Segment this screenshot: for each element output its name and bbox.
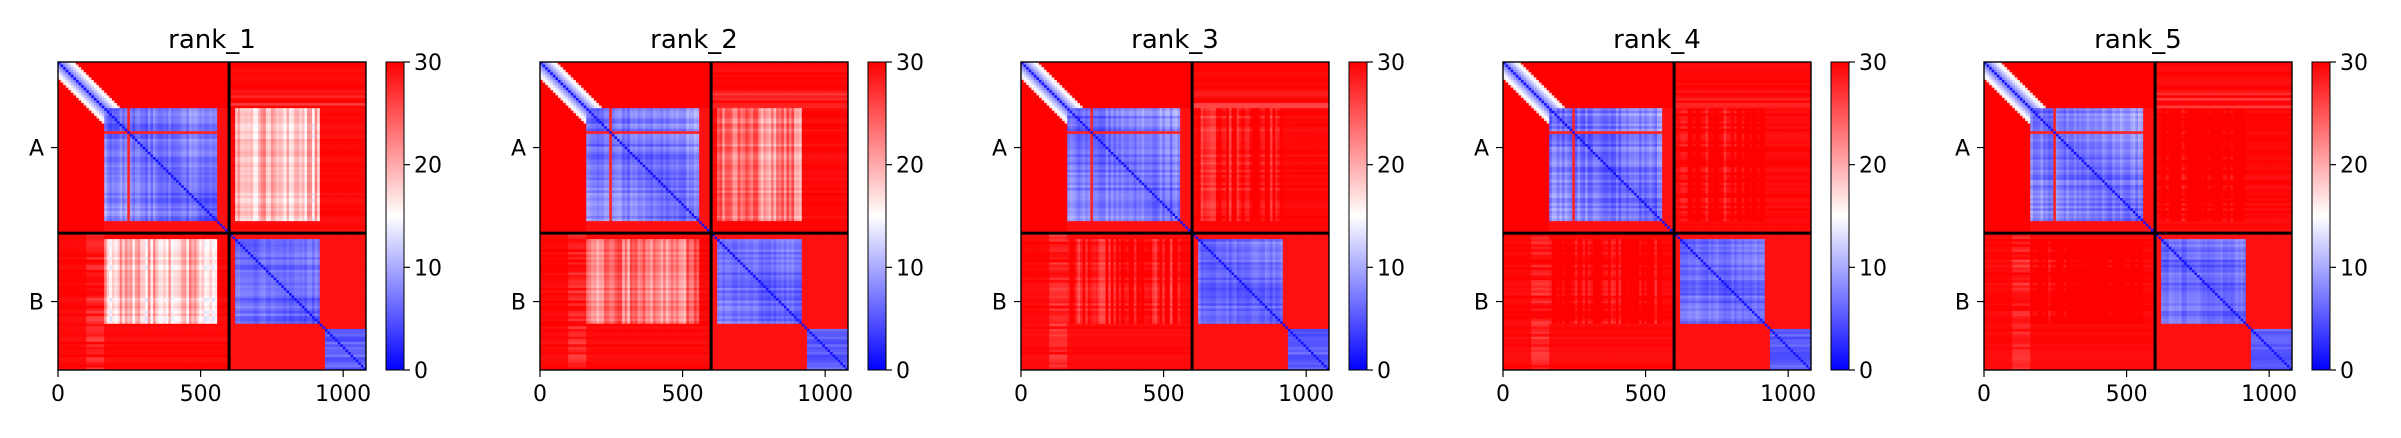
chain-label-A: A xyxy=(29,137,44,162)
panel-rank_3: rank_3 0 500 1000 A B 0 10 20 30 xyxy=(992,25,1405,407)
panel-title: rank_5 xyxy=(2094,25,2182,55)
x-tick-label: 1000 xyxy=(797,382,853,407)
heatmap-cells xyxy=(540,62,848,370)
colorbar-tick-label: 30 xyxy=(1377,51,1405,76)
colorbar-tick-label: 0 xyxy=(2340,359,2354,384)
x-tick-label: 500 xyxy=(180,382,222,407)
colorbar-tick-label: 20 xyxy=(1377,154,1405,179)
x-tick-label: 1000 xyxy=(2241,382,2297,407)
chain-label-A: A xyxy=(992,137,1007,162)
chain-label-B: B xyxy=(29,291,44,316)
heatmap-cells xyxy=(1503,62,1811,370)
x-tick-label: 500 xyxy=(1143,382,1185,407)
colorbar-tick-label: 0 xyxy=(1859,359,1873,384)
x-tick-label: 500 xyxy=(1625,382,1667,407)
x-tick-label: 1000 xyxy=(1760,382,1816,407)
x-tick-label: 500 xyxy=(2106,382,2148,407)
chain-label-A: A xyxy=(1955,137,1970,162)
panel-title: rank_2 xyxy=(650,25,738,55)
x-tick-label: 1000 xyxy=(315,382,371,407)
colorbar-tick-label: 30 xyxy=(896,51,924,76)
colorbar xyxy=(2312,62,2330,370)
colorbar xyxy=(868,62,886,370)
panel-rank_4: rank_4 0 500 1000 A B 0 10 20 30 xyxy=(1474,25,1887,407)
colorbar-tick-label: 20 xyxy=(414,154,442,179)
heatmap-cells xyxy=(1021,62,1329,370)
colorbar-tick-label: 10 xyxy=(1377,256,1405,281)
colorbar-tick-label: 10 xyxy=(896,256,924,281)
colorbar xyxy=(1831,62,1849,370)
colorbar-tick-label: 30 xyxy=(1859,51,1887,76)
chain-label-B: B xyxy=(511,291,526,316)
x-tick-label: 0 xyxy=(1496,382,1510,407)
colorbar xyxy=(1349,62,1367,370)
colorbar-tick-label: 0 xyxy=(1377,359,1391,384)
x-tick-label: 0 xyxy=(1977,382,1991,407)
colorbar xyxy=(386,62,404,370)
colorbar-tick-label: 20 xyxy=(2340,154,2368,179)
colorbar-tick-label: 10 xyxy=(414,256,442,281)
panel-title: rank_3 xyxy=(1131,25,1219,55)
colorbar-tick-label: 0 xyxy=(896,359,910,384)
x-tick-label: 0 xyxy=(51,382,65,407)
chain-label-B: B xyxy=(992,291,1007,316)
colorbar-tick-label: 10 xyxy=(1859,256,1887,281)
x-tick-label: 500 xyxy=(662,382,704,407)
panel-title: rank_4 xyxy=(1613,25,1701,55)
chain-label-B: B xyxy=(1474,291,1489,316)
heatmap-cells xyxy=(58,62,366,370)
chain-label-A: A xyxy=(1474,137,1489,162)
panel-rank_5: rank_5 0 500 1000 A B 0 10 20 30 xyxy=(1955,25,2368,407)
panel-title: rank_1 xyxy=(168,25,256,55)
x-tick-label: 0 xyxy=(533,382,547,407)
colorbar-tick-label: 30 xyxy=(2340,51,2368,76)
colorbar-tick-label: 20 xyxy=(896,154,924,179)
chain-label-A: A xyxy=(511,137,526,162)
chain-label-B: B xyxy=(1955,291,1970,316)
heatmap-cells xyxy=(1984,62,2292,370)
panel-rank_2: rank_2 0 500 1000 A B 0 10 20 30 xyxy=(511,25,924,407)
colorbar-tick-label: 0 xyxy=(414,359,428,384)
colorbar-tick-label: 20 xyxy=(1859,154,1887,179)
x-tick-label: 0 xyxy=(1014,382,1028,407)
x-tick-label: 1000 xyxy=(1278,382,1334,407)
colorbar-tick-label: 30 xyxy=(414,51,442,76)
colorbar-tick-label: 10 xyxy=(2340,256,2368,281)
panel-rank_1: rank_1 0 500 1000 A B 0 10 20 30 xyxy=(29,25,442,407)
